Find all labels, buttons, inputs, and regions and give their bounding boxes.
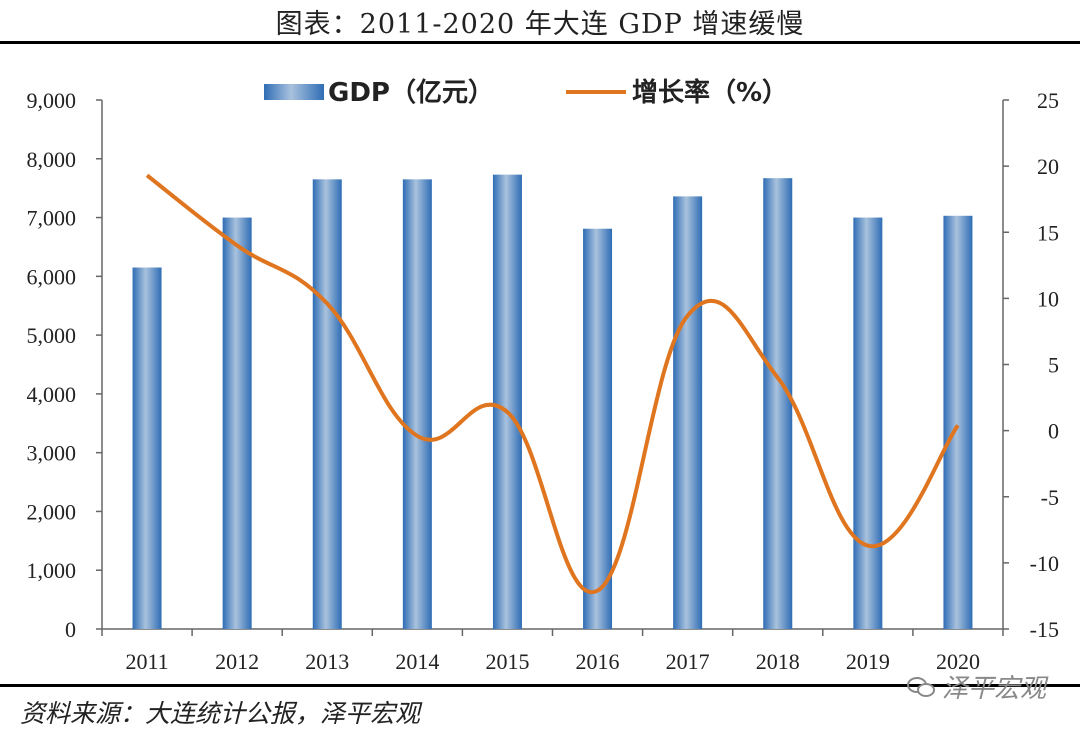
right-tick-label: 0 [1048, 419, 1059, 444]
legend: GDP（亿元） 增长率（%） [264, 77, 788, 108]
right-tick-label: 10 [1037, 286, 1059, 311]
right-tick-label: -5 [1041, 485, 1059, 510]
left-tick-label: 6,000 [27, 264, 77, 289]
right-tick-label: -15 [1030, 617, 1059, 642]
left-axis: 0 1,000 2,000 3,000 4,000 5,000 6,000 7,000 8,00… [27, 88, 103, 642]
bar [402, 179, 432, 629]
x-tick-label: 2020 [936, 649, 980, 674]
source-note: 资料来源：大连统计公报，泽平宏观 [20, 699, 421, 728]
right-tick-label: 15 [1037, 220, 1059, 245]
bottom-rule [0, 684, 1080, 687]
x-tick-label: 2014 [395, 649, 439, 674]
left-tick-label: 1,000 [27, 558, 77, 583]
left-tick-label: 0 [65, 617, 76, 642]
legend-label-gdp: GDP（亿元） [328, 78, 494, 108]
left-tick-label: 2,000 [27, 499, 77, 524]
right-axis: -15 -10 -5 0 5 10 15 20 25 [1002, 88, 1059, 642]
bar [943, 215, 973, 629]
x-tick-label: 2011 [125, 649, 168, 674]
bar [583, 228, 613, 629]
x-tick-label: 2019 [846, 649, 890, 674]
left-tick-label: 3,000 [27, 441, 77, 466]
chart-svg: 0 1,000 2,000 3,000 4,000 5,000 6,000 7,000 8,00… [27, 77, 1060, 674]
right-tick-label: 25 [1037, 88, 1059, 113]
left-tick-label: 7,000 [27, 206, 77, 231]
left-tick-label: 9,000 [27, 88, 77, 113]
right-tick-label: 5 [1048, 353, 1059, 378]
legend-swatch-bar [264, 84, 324, 100]
watermark: 泽平宏观 [906, 668, 1046, 705]
chart-title: 图表：2011-2020 年大连 GDP 增速缓慢 [275, 9, 805, 40]
x-tick-label: 2017 [666, 649, 710, 674]
top-rule [0, 41, 1080, 44]
bar [492, 174, 522, 630]
x-tick-label: 2012 [215, 649, 259, 674]
wechat-icon [906, 676, 935, 697]
x-tick-label: 2016 [576, 649, 620, 674]
right-tick-label: -10 [1030, 551, 1059, 576]
legend-label-rate: 增长率（%） [632, 77, 788, 108]
bar-series [132, 174, 973, 630]
x-tick-label: 2015 [485, 649, 529, 674]
growth-rate-line [145, 173, 960, 595]
left-tick-label: 5,000 [27, 323, 77, 348]
right-tick-label: 20 [1037, 154, 1059, 179]
x-tick-label: 2018 [756, 649, 800, 674]
watermark-text: 泽平宏观 [941, 674, 1046, 704]
left-tick-label: 4,000 [27, 382, 77, 407]
bar [132, 267, 162, 629]
bar [222, 217, 252, 630]
line-series [145, 173, 960, 595]
bar [763, 178, 793, 629]
bar [312, 179, 342, 629]
left-tick-label: 8,000 [27, 147, 77, 172]
bar [853, 217, 883, 630]
x-tick-label: 2013 [305, 649, 349, 674]
bar [673, 196, 703, 629]
x-axis: 2011 2012 2013 2014 2015 2016 2017 2018 2019 2020 [101, 628, 1004, 674]
